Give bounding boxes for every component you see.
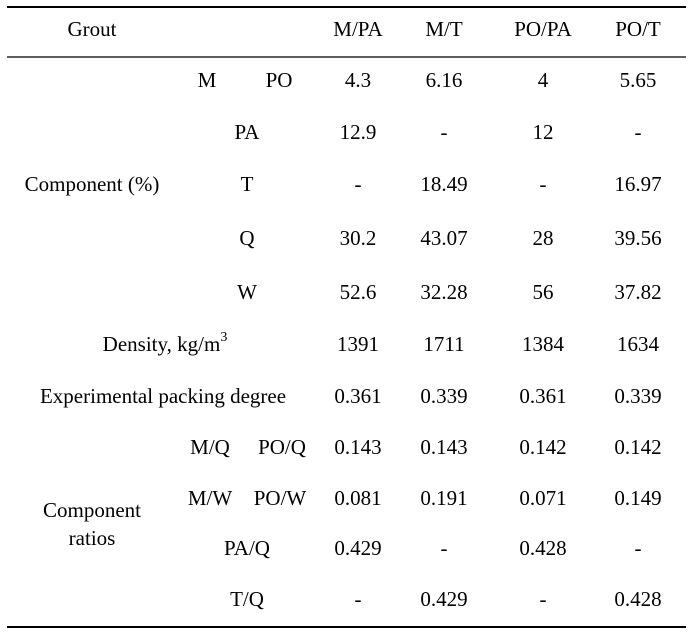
cell: 1391	[337, 332, 379, 356]
row-label-superscript: 3	[220, 330, 227, 345]
row-label: Experimental packing degree	[40, 384, 286, 408]
cell: 32.28	[420, 280, 467, 304]
header-cell: PO/T	[615, 17, 661, 41]
cell: 1384	[522, 332, 565, 356]
cell: 18.49	[420, 172, 467, 196]
cell: -	[635, 120, 642, 144]
row-label: PA/Q	[224, 536, 270, 560]
cell: 0.339	[420, 384, 467, 408]
row-label: PA	[235, 120, 261, 144]
row-label: M/Q	[190, 435, 230, 459]
group-label: ratios	[69, 526, 116, 550]
cell: 1711	[423, 332, 464, 356]
cell: 12	[533, 120, 554, 144]
row-label: M	[198, 68, 217, 92]
row-label: PO/Q	[258, 435, 306, 459]
cell: 39.56	[614, 226, 661, 250]
header-cell: M/PA	[333, 17, 383, 41]
header-cell: M/T	[425, 17, 463, 41]
cell: 0.081	[334, 486, 381, 510]
cell: 0.361	[519, 384, 566, 408]
cell: 12.9	[340, 120, 377, 144]
row-label: T/Q	[230, 587, 264, 611]
cell: -	[355, 587, 362, 611]
cell: -	[441, 536, 448, 560]
row-label: PO/W	[254, 486, 307, 510]
row-label-text: Density, kg/m	[103, 332, 221, 356]
cell: 4.3	[345, 68, 371, 92]
cell: 16.97	[614, 172, 661, 196]
cell: 0.429	[334, 536, 381, 560]
header-cell: Grout	[68, 17, 117, 41]
cell: 0.428	[519, 536, 566, 560]
row-label: T	[241, 172, 254, 196]
cell: 0.428	[614, 587, 661, 611]
cell: 0.149	[614, 486, 661, 510]
cell: 37.82	[614, 280, 661, 304]
cell: -	[540, 587, 547, 611]
cell: 0.142	[614, 435, 661, 459]
row-label: W	[237, 280, 257, 304]
cell: 0.143	[334, 435, 381, 459]
cell: 4	[538, 68, 549, 92]
cell: 28	[533, 226, 554, 250]
cell: 5.65	[620, 68, 657, 92]
cell: 0.361	[334, 384, 381, 408]
cell: 52.6	[340, 280, 377, 304]
group-label: Component	[43, 498, 141, 522]
cell: 43.07	[420, 226, 467, 250]
cell: 0.339	[614, 384, 661, 408]
cell: 1634	[617, 332, 660, 356]
group-label: Component (%)	[25, 172, 160, 196]
row-label: M/W	[188, 486, 233, 510]
cell: 0.143	[420, 435, 467, 459]
cell: 0.429	[420, 587, 467, 611]
cell: 30.2	[340, 226, 377, 250]
cell: 56	[533, 280, 554, 304]
header-cell: PO/PA	[514, 17, 572, 41]
row-label: Q	[239, 226, 254, 250]
row-label: Density, kg/m3	[103, 330, 228, 356]
cell: 0.191	[420, 486, 467, 510]
cell: -	[441, 120, 448, 144]
cell: -	[355, 172, 362, 196]
cell: 6.16	[426, 68, 463, 92]
cell: 0.142	[519, 435, 566, 459]
cell: -	[635, 536, 642, 560]
row-label: PO	[266, 68, 293, 92]
cell: -	[540, 172, 547, 196]
cell: 0.071	[519, 486, 566, 510]
